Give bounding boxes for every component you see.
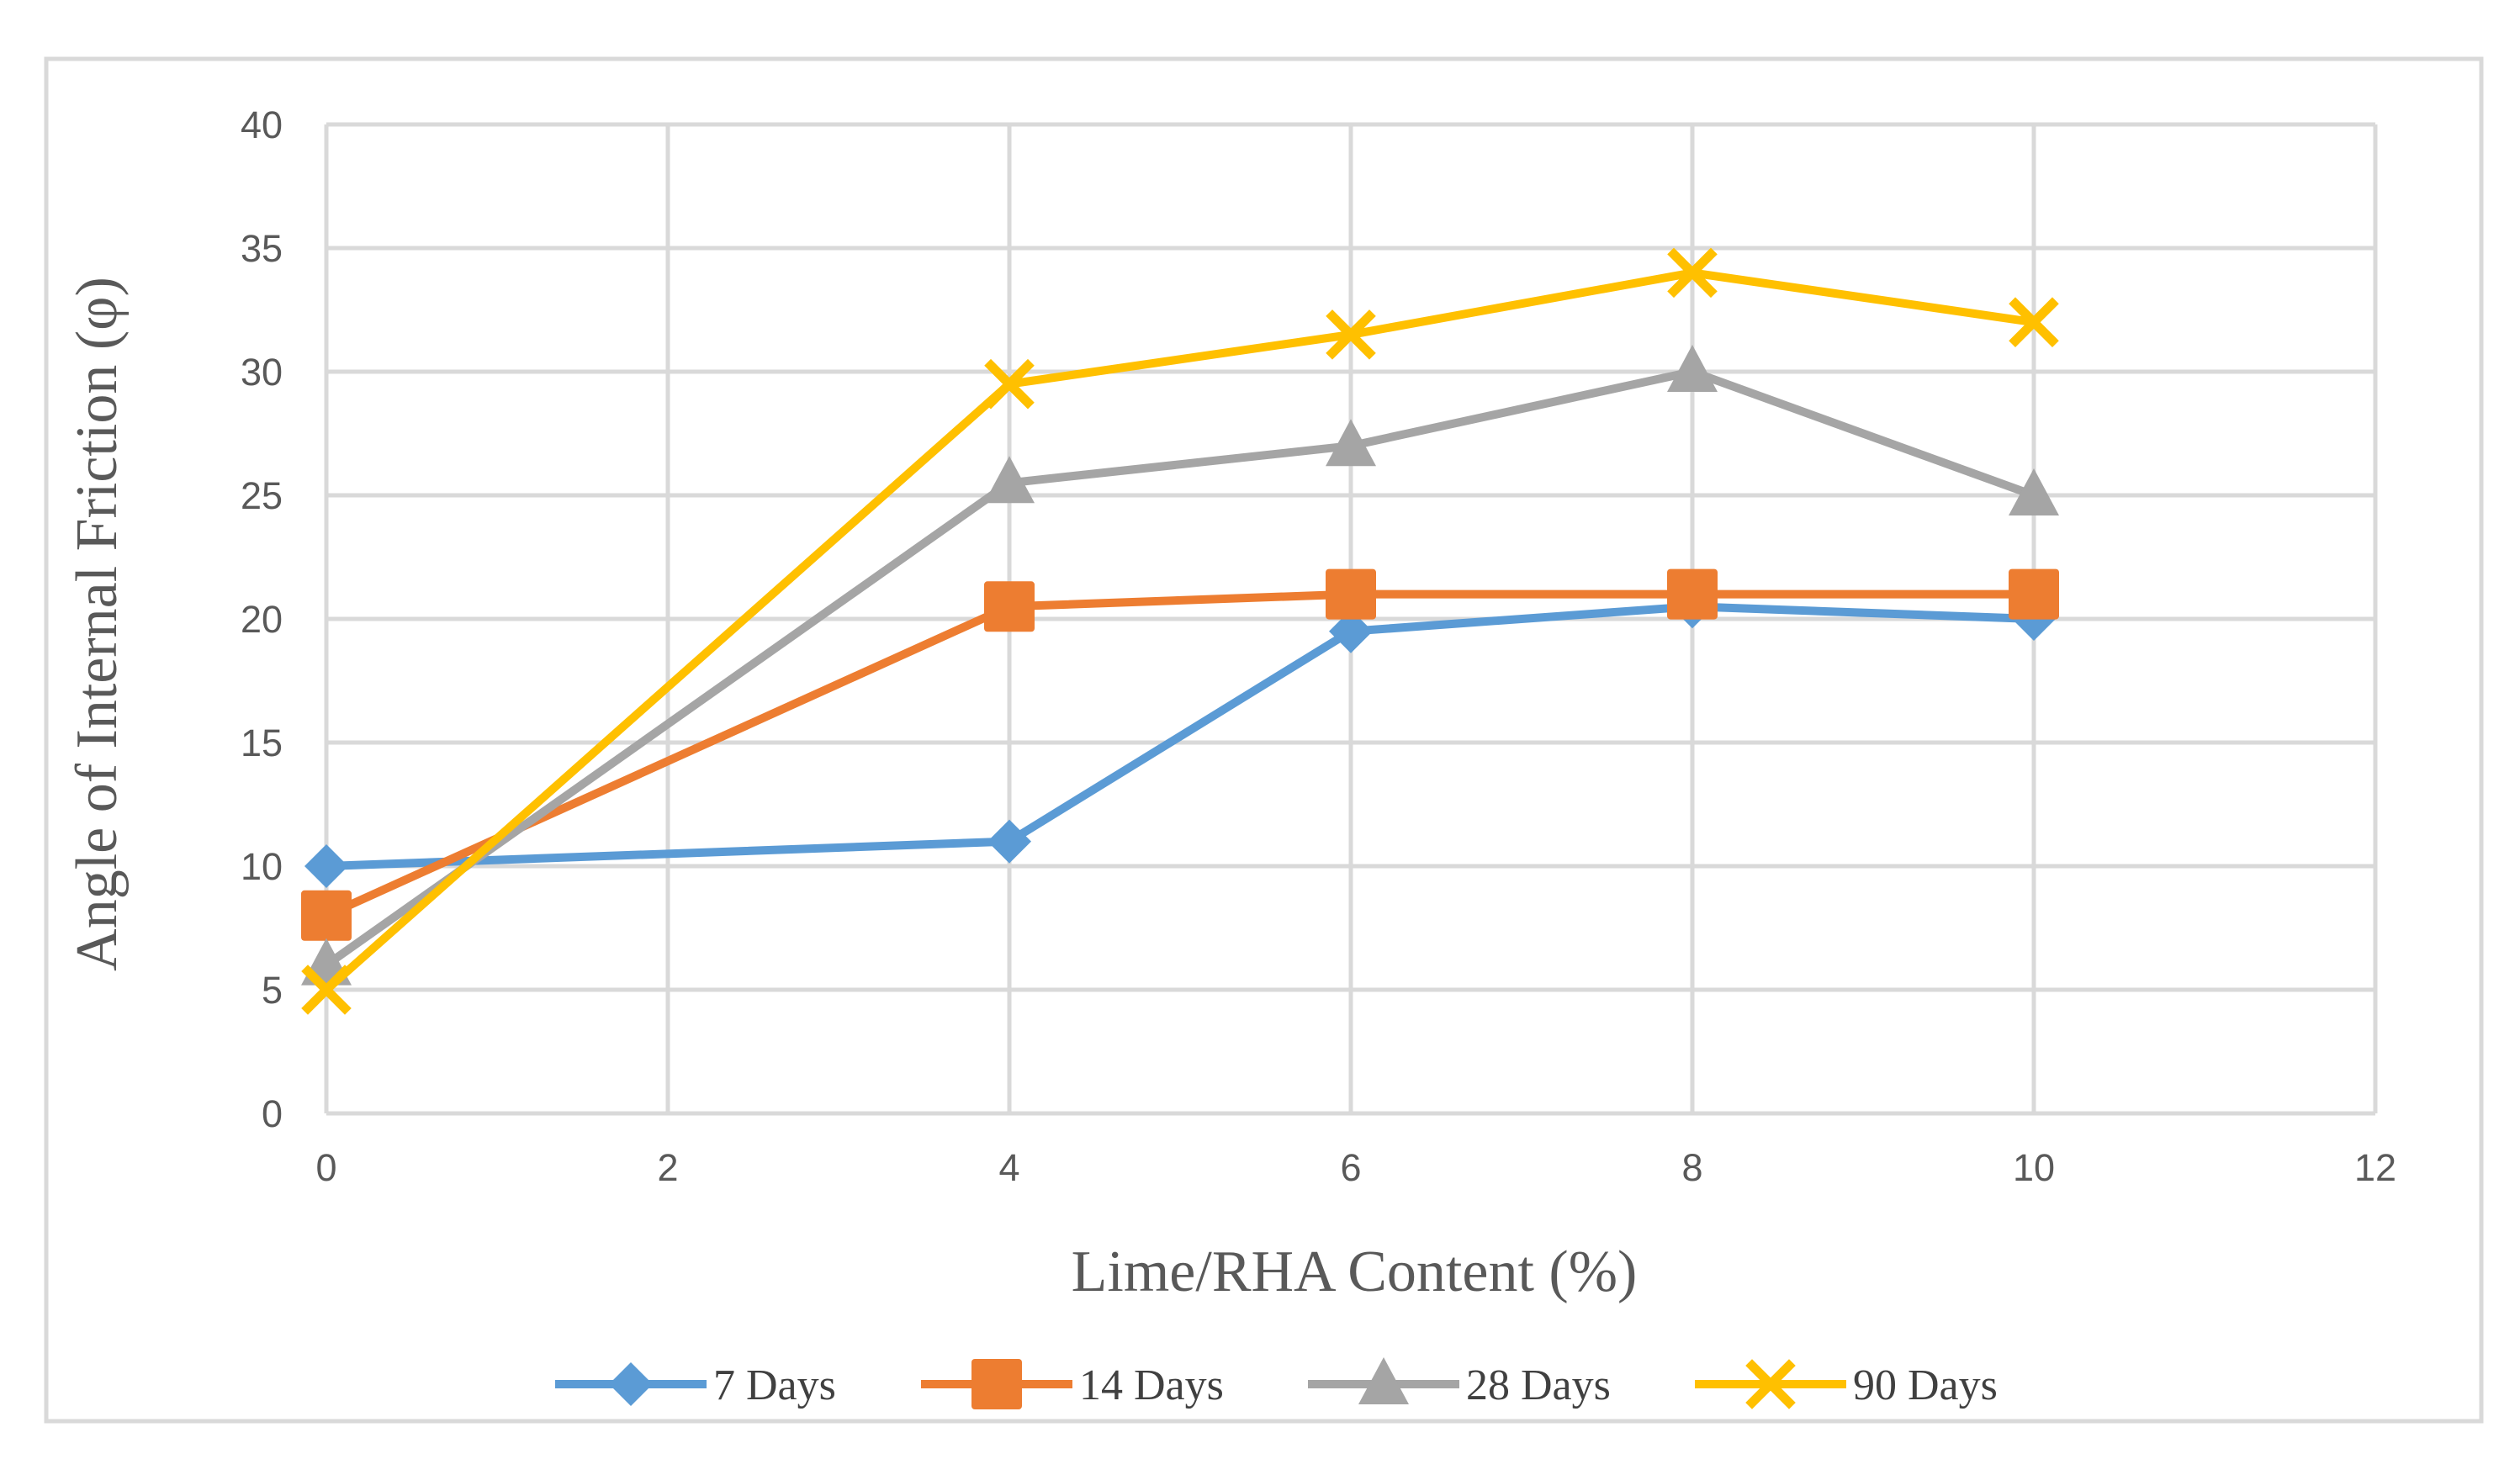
x-tick-label: 8 bbox=[1681, 1146, 1702, 1189]
x-tick-label: 10 bbox=[2013, 1146, 2055, 1189]
series-14-days bbox=[301, 568, 2059, 941]
data-point bbox=[1667, 345, 1718, 392]
y-axis-title: Angle of Internal Friction (φ) bbox=[65, 277, 130, 971]
data-point bbox=[301, 965, 352, 1015]
legend: 7 Days 14 Days 28 Days 90 Days bbox=[555, 1357, 1998, 1409]
y-tick-label: 35 bbox=[241, 227, 283, 270]
y-tick-label: 5 bbox=[262, 969, 283, 1012]
legend-label: 90 Days bbox=[1853, 1361, 1998, 1409]
tick-labels: 0 5 10 15 20 25 30 35 40 0 2 4 6 8 10 12 bbox=[241, 103, 2396, 1189]
data-point bbox=[2009, 568, 2059, 620]
x-tick-label: 2 bbox=[657, 1146, 678, 1189]
legend-marker bbox=[1745, 1359, 1796, 1409]
legend-item: 28 Days bbox=[1308, 1357, 1611, 1409]
legend-marker bbox=[971, 1359, 1022, 1409]
legend-label: 7 Days bbox=[713, 1361, 836, 1409]
series-group bbox=[301, 247, 2059, 1015]
y-tick-label: 20 bbox=[241, 598, 283, 641]
legend-label: 28 Days bbox=[1466, 1361, 1611, 1409]
data-point bbox=[1329, 609, 1373, 653]
data-point bbox=[984, 581, 1035, 632]
x-tick-label: 4 bbox=[998, 1146, 1019, 1189]
y-tick-label: 30 bbox=[241, 351, 283, 394]
legend-marker bbox=[609, 1362, 653, 1406]
legend-item: 7 Days bbox=[555, 1361, 836, 1409]
data-point bbox=[1326, 309, 1376, 360]
data-point bbox=[1326, 419, 1376, 467]
data-point bbox=[304, 844, 348, 888]
data-point bbox=[1667, 568, 1718, 620]
chart-frame bbox=[44, 56, 2484, 1424]
data-point bbox=[301, 890, 352, 941]
series-line bbox=[322, 602, 2038, 870]
y-tick-label: 40 bbox=[241, 103, 283, 146]
legend-marker bbox=[1358, 1357, 1409, 1404]
legend-item: 14 Days bbox=[921, 1359, 1224, 1409]
x-axis-title: Lime/RHA Content (%) bbox=[1072, 1240, 1638, 1304]
y-tick-label: 25 bbox=[241, 474, 283, 517]
x-tick-label: 12 bbox=[2354, 1146, 2396, 1189]
data-point bbox=[2009, 297, 2059, 347]
x-tick-label: 6 bbox=[1340, 1146, 1361, 1189]
series-28-days bbox=[301, 345, 2059, 986]
series-line bbox=[322, 367, 2038, 970]
legend-item: 90 Days bbox=[1695, 1359, 1998, 1409]
series-90-days bbox=[301, 247, 2059, 1015]
data-point bbox=[1667, 247, 1718, 299]
data-point bbox=[984, 358, 1035, 410]
y-tick-label: 15 bbox=[241, 722, 283, 764]
series-7-days bbox=[304, 584, 2056, 888]
y-tick-label: 0 bbox=[262, 1092, 283, 1135]
data-point bbox=[1326, 568, 1376, 620]
data-point bbox=[987, 819, 1031, 864]
y-tick-label: 10 bbox=[241, 845, 283, 888]
legend-label: 14 Days bbox=[1079, 1361, 1224, 1409]
data-point bbox=[2009, 468, 2059, 515]
data-point bbox=[984, 456, 1035, 504]
x-tick-label: 0 bbox=[315, 1146, 336, 1189]
series-line bbox=[322, 268, 2038, 994]
